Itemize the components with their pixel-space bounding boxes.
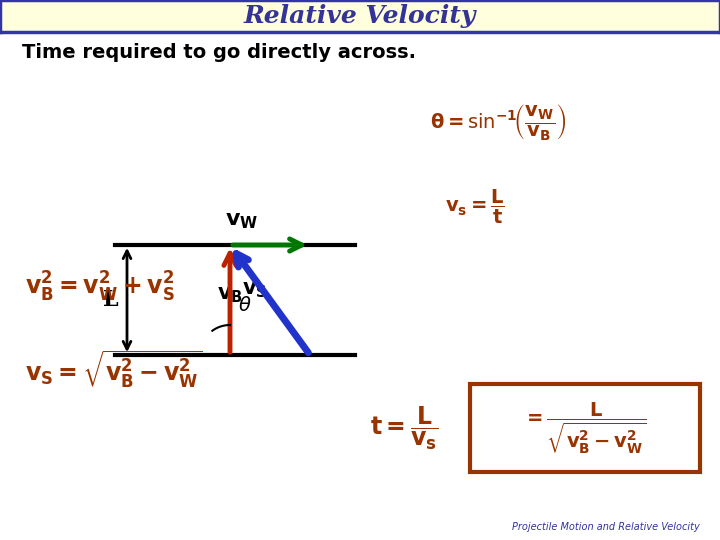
Text: $\mathbf{v_B^2 = v_W^2 + v_S^2}$: $\mathbf{v_B^2 = v_W^2 + v_S^2}$ <box>25 270 175 304</box>
Text: Relative Velocity: Relative Velocity <box>244 4 476 28</box>
Text: $\mathbf{v_W}$: $\mathbf{v_W}$ <box>225 209 258 231</box>
Text: $\theta$: $\theta$ <box>238 296 251 315</box>
Text: L: L <box>103 289 119 311</box>
Text: $\mathbf{\theta = \sin^{-1}\!\!\left(\dfrac{v_W}{v_B}\right)}$: $\mathbf{\theta = \sin^{-1}\!\!\left(\df… <box>430 102 567 142</box>
Text: Projectile Motion and Relative Velocity: Projectile Motion and Relative Velocity <box>512 522 700 532</box>
Text: $\mathbf{v_s = \dfrac{L}{t}}$: $\mathbf{v_s = \dfrac{L}{t}}$ <box>445 188 505 226</box>
Text: $\mathbf{v_S = \sqrt{v_B^2 - v_W^2}}$: $\mathbf{v_S = \sqrt{v_B^2 - v_W^2}}$ <box>25 349 202 391</box>
Text: $\mathbf{v_B}$: $\mathbf{v_B}$ <box>217 285 243 305</box>
Bar <box>0 0 720 32</box>
Text: $\mathbf{= \dfrac{L}{\sqrt{v_B^2 - v_W^2}}}$: $\mathbf{= \dfrac{L}{\sqrt{v_B^2 - v_W^2… <box>523 400 647 456</box>
Text: $\mathbf{v_S}$: $\mathbf{v_S}$ <box>242 280 267 300</box>
Text: Time required to go directly across.: Time required to go directly across. <box>22 43 416 62</box>
FancyBboxPatch shape <box>470 384 700 472</box>
Text: $\mathbf{t = \dfrac{L}{v_s}}$: $\mathbf{t = \dfrac{L}{v_s}}$ <box>370 404 438 452</box>
